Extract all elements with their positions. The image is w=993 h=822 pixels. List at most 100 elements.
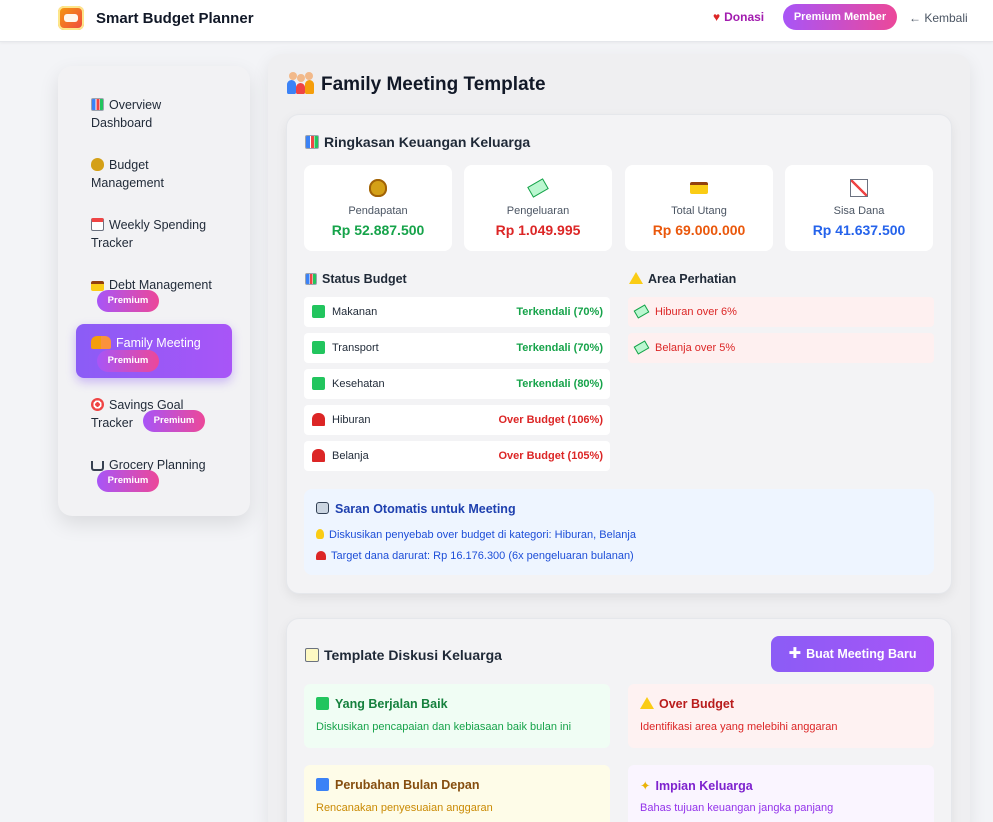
card-description: Diskusikan pencapaian dan kebiasaan baik… (316, 721, 572, 733)
target-icon (91, 398, 104, 411)
attention-text: Belanja over 5% (655, 342, 736, 354)
flying-money-icon (633, 340, 650, 355)
discussion-card-dreams[interactable]: ✦ Impian Keluarga Bahas tujuan keuangan j… (628, 765, 934, 822)
card-description: Rencanakan penyesuaian anggaran (316, 802, 493, 814)
card-title-text: Perubahan Bulan Depan (335, 778, 480, 792)
stat-value: Rp 1.049.995 (495, 222, 581, 238)
premium-badge: Premium (97, 470, 159, 492)
check-icon (312, 377, 325, 390)
budget-category: Belanja (332, 450, 369, 462)
suggestion-line: Target dana darurat: Rp 16.176.300 (6x p… (316, 550, 634, 562)
memo-icon (305, 648, 319, 662)
budget-status-row: Belanja Over Budget (105%) (304, 441, 610, 471)
premium-badge: Premium (97, 350, 159, 372)
attention-item: Belanja over 5% (628, 333, 934, 363)
card-title-text: Impian Keluarga (655, 779, 753, 793)
stat-value: Rp 69.000.000 (652, 222, 746, 238)
card-title-text: Over Budget (659, 697, 735, 711)
sidebar-item-savings[interactable]: Savings Goal Tracker Premium (76, 386, 232, 440)
summary-title-text: Ringkasan Keuangan Keluarga (324, 134, 531, 150)
sidebar-item-budget[interactable]: Budget Management (76, 146, 232, 200)
stat-label: Pendapatan (348, 205, 408, 217)
warning-icon (629, 272, 643, 284)
plus-icon: ✚ (788, 645, 802, 662)
new-meeting-label: Buat Meeting Baru (806, 647, 917, 661)
money-bag-icon (91, 158, 104, 171)
app-title: Smart Budget Planner (96, 10, 254, 27)
shopping-cart-icon (91, 461, 104, 471)
calendar-icon (91, 218, 104, 231)
page-title: Family Meeting Template (287, 72, 546, 96)
top-bar: Smart Budget Planner ♥ Donasi Premium Mem… (0, 0, 993, 42)
attention-text: Hiburan over 6% (655, 306, 737, 318)
credit-card-icon (91, 281, 104, 291)
suggestion-title: Saran Otomatis untuk Meeting (316, 502, 516, 516)
status-budget-title-text: Status Budget (322, 272, 407, 286)
budget-status: Terkendali (80%) (516, 378, 603, 390)
discussion-card-next-month[interactable]: Perubahan Bulan Depan Rencanakan penyesu… (304, 765, 610, 822)
check-icon (312, 305, 325, 318)
sidebar-item-label: Debt Management (109, 278, 212, 292)
sparkle-icon: ✦ (640, 779, 651, 793)
check-icon (316, 697, 329, 710)
budget-status-row: Kesehatan Terkendali (80%) (304, 369, 610, 399)
robot-icon (316, 502, 329, 514)
sidebar-item-label: Weekly Spending Tracker (91, 218, 207, 250)
siren-icon (312, 449, 325, 462)
sidebar-item-debt[interactable]: Debt Management Premium (76, 266, 232, 320)
budget-status-row: Makanan Terkendali (70%) (304, 297, 610, 327)
stat-card-sisa-dana: Sisa Dana Rp 41.637.500 (785, 165, 933, 251)
siren-icon (312, 413, 325, 426)
heart-icon: ♥ (713, 10, 721, 24)
card-description: Identifikasi area yang melebihi anggaran (640, 721, 838, 733)
discussion-card-over-budget[interactable]: Over Budget Identifikasi area yang meleb… (628, 684, 934, 748)
premium-member-button[interactable]: Premium Member (783, 4, 897, 30)
area-perhatian-title: Area Perhatian (629, 272, 736, 286)
stat-card-total-utang: Total Utang Rp 69.000.000 (625, 165, 773, 251)
bar-chart-icon (91, 98, 104, 111)
suggestion-line: Diskusikan penyebab over budget di kateg… (316, 529, 636, 541)
sidebar-item-weekly[interactable]: Weekly Spending Tracker (76, 206, 232, 260)
stat-value: Rp 52.887.500 (331, 222, 425, 238)
sidebar-item-label: Savings Goal Tracker (91, 398, 184, 430)
budget-status: Terkendali (70%) (516, 342, 603, 354)
sidebar-item-family-meeting[interactable]: Family Meeting Premium (76, 324, 232, 378)
suggestion-text: Diskusikan penyebab over budget di kateg… (329, 529, 636, 541)
sidebar-item-label: Overview Dashboard (91, 98, 162, 130)
card-title: Yang Berjalan Baik (316, 697, 448, 711)
stat-label: Total Utang (671, 205, 727, 217)
discussion-title-text: Template Diskusi Keluarga (324, 647, 502, 663)
discussion-title: Template Diskusi Keluarga (305, 647, 502, 663)
budget-status-row: Transport Terkendali (70%) (304, 333, 610, 363)
new-meeting-button[interactable]: ✚ Buat Meeting Baru (771, 636, 934, 672)
check-icon (312, 341, 325, 354)
page-title-text: Family Meeting Template (321, 74, 546, 95)
budget-category: Transport (332, 342, 379, 354)
budget-category: Kesehatan (332, 378, 385, 390)
flying-money-icon (633, 304, 650, 319)
stat-card-pendapatan: Pendapatan Rp 52.887.500 (304, 165, 452, 251)
back-link[interactable]: ← Kembali (909, 11, 968, 25)
stat-label: Pengeluaran (506, 205, 570, 217)
discussion-card-good[interactable]: Yang Berjalan Baik Diskusikan pencapaian… (304, 684, 610, 748)
card-description: Bahas tujuan keuangan jangka panjang (640, 802, 834, 814)
flying-money-icon (527, 178, 549, 198)
stat-label: Sisa Dana (833, 205, 885, 217)
credit-card-icon (690, 182, 708, 194)
budget-status: Terkendali (70%) (516, 306, 603, 318)
sidebar-item-label: Grocery Planning (109, 458, 206, 472)
suggestion-box: Saran Otomatis untuk Meeting Diskusikan … (304, 489, 934, 575)
stat-card-pengeluaran: Pengeluaran Rp 1.049.995 (464, 165, 612, 251)
sidebar-item-label: Family Meeting (116, 336, 201, 350)
sidebar-item-overview[interactable]: Overview Dashboard (76, 86, 232, 140)
budget-category: Hiburan (332, 414, 371, 426)
premium-badge: Premium (97, 290, 159, 312)
donasi-label: Donasi (724, 10, 765, 24)
refresh-icon (316, 778, 329, 791)
sidebar-item-grocery[interactable]: Grocery Planning Premium (76, 446, 232, 500)
donasi-link[interactable]: ♥ Donasi (713, 10, 764, 24)
stat-value: Rp 41.637.500 (812, 222, 906, 238)
money-bag-icon (369, 179, 387, 197)
sidebar: Overview Dashboard Budget Management Wee… (58, 66, 250, 516)
area-perhatian-title-text: Area Perhatian (648, 272, 737, 286)
